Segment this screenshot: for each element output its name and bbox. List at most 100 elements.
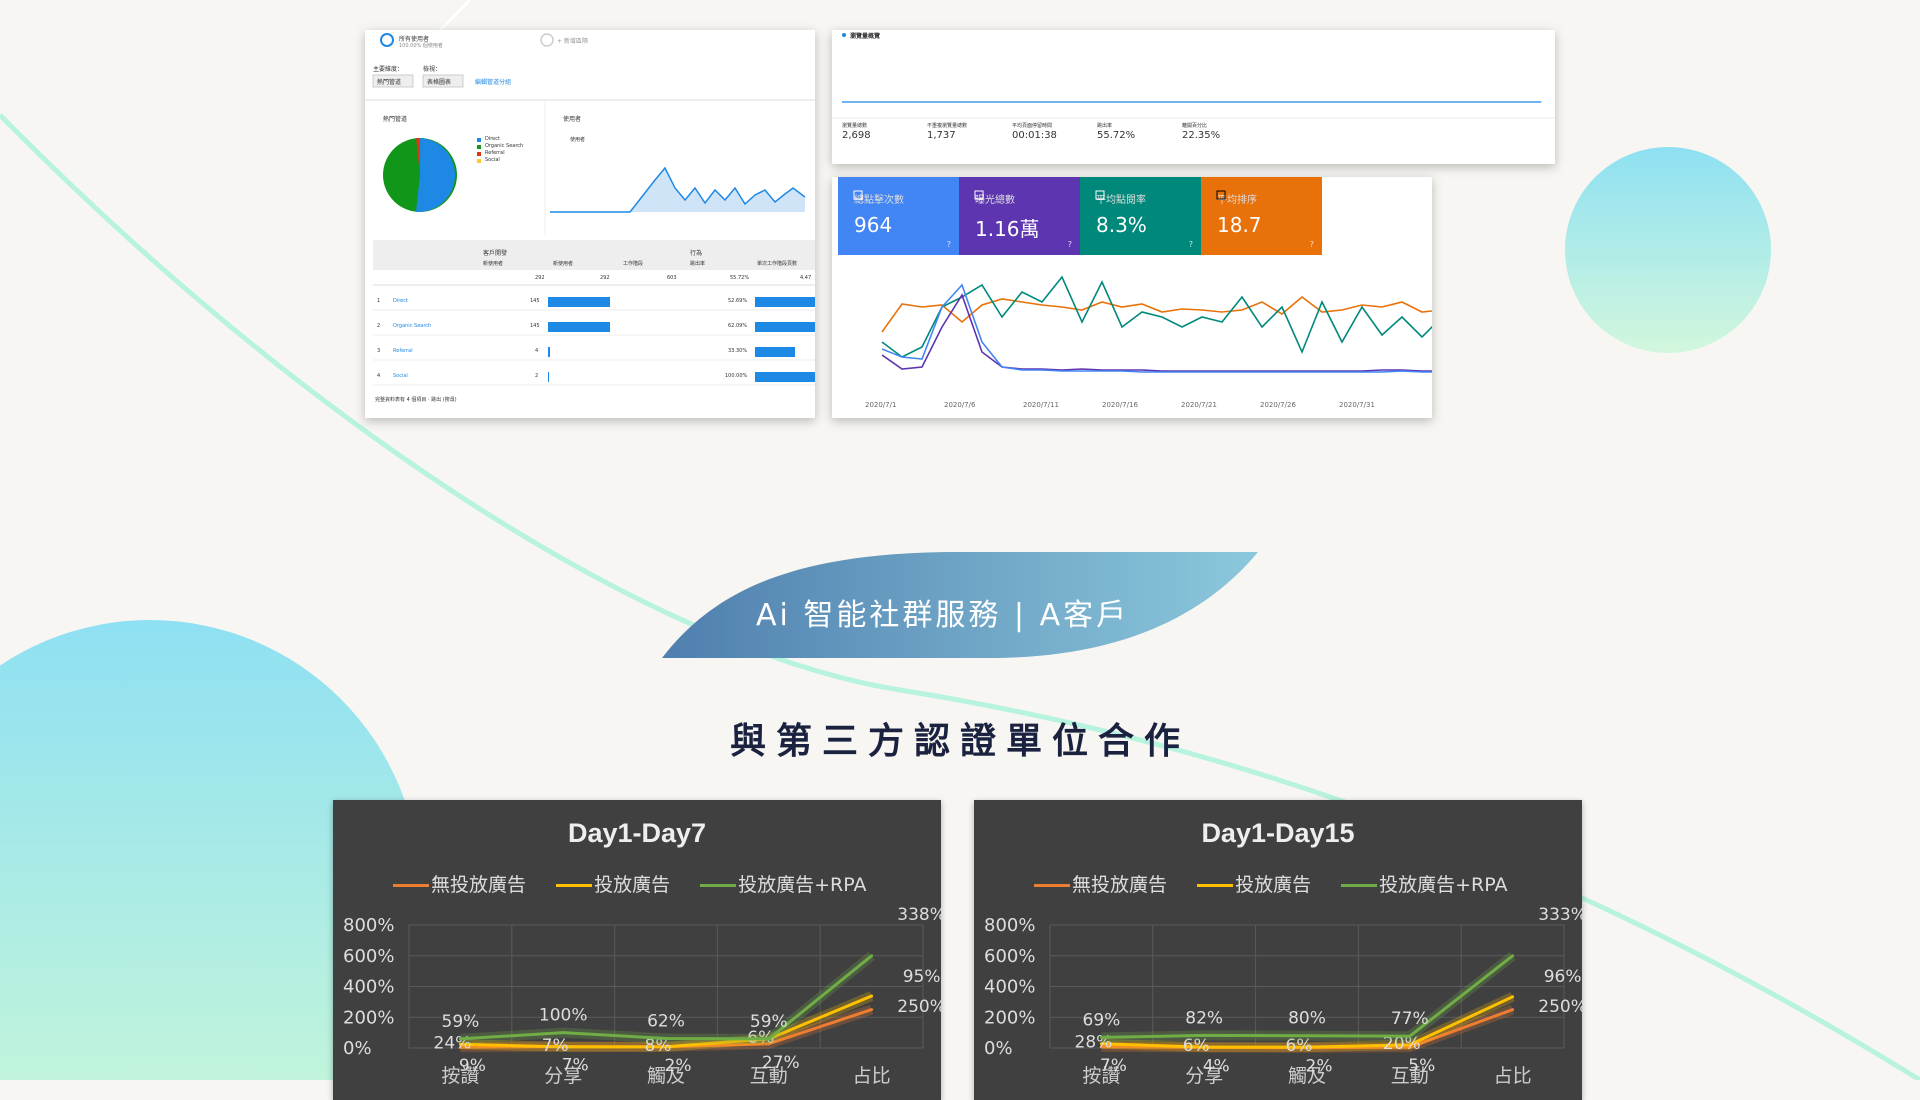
date-5: 2020/7/21	[1181, 401, 1217, 409]
chart-panel-day7: Day1-Day7 無投放廣告 投放廣告 投放廣告+RPA 800% 600% 40…	[333, 800, 941, 1100]
page-subtitle: 與第三方認證單位合作	[729, 721, 1190, 762]
kpi-ctr[interactable]: 平均點閱率 8.3% ?	[1080, 177, 1201, 255]
data-point	[1408, 1045, 1412, 1049]
row-2-num: 2	[377, 323, 381, 329]
help-icon: ?	[1067, 240, 1072, 249]
data-label: 69%	[1083, 1010, 1121, 1030]
data-label: 77%	[1391, 1009, 1429, 1029]
legend-item-ads: 投放廣告	[556, 874, 670, 896]
row-3-num: 3	[377, 348, 381, 354]
legend-social: Social	[485, 157, 500, 163]
help-icon: ?	[946, 240, 951, 249]
y-tick-label: 200%	[984, 1007, 1035, 1028]
row-4-num: 4	[377, 373, 381, 379]
analytics-screenshot: 所有使用者 100.00% 個使用者 + 新增區隔 主要維度： 熱門管道 檢視：…	[365, 30, 815, 418]
data-label: 8%	[645, 1036, 672, 1056]
line-chart-day15: 800%600%400%200%0%按讚分享觸及互動占比7%4%2%5%250%…	[984, 905, 1582, 1087]
line-series: 使用者	[570, 137, 586, 143]
col-bounce[interactable]: 跳出率	[690, 261, 706, 267]
title-banner	[662, 552, 1258, 658]
data-point	[561, 1045, 565, 1049]
data-point	[1511, 954, 1515, 958]
data-point	[664, 1045, 668, 1049]
row-2-rate: 62.09%	[728, 323, 748, 329]
legend-item-ads: 投放廣告	[1197, 874, 1311, 896]
segment-add[interactable]: + 新增區隔	[557, 38, 588, 45]
data-point	[1099, 1035, 1103, 1039]
legend-label: 投放廣告+RPA	[738, 874, 867, 896]
legend-item-ads-rpa: 投放廣告+RPA	[700, 874, 867, 896]
kpi-impressions[interactable]: 曝光總數 1.16萬 ?	[959, 177, 1080, 255]
y-tick-label: 0%	[984, 1038, 1013, 1059]
kpi-position-label: 平均排序	[1217, 195, 1257, 206]
traffic-screenshot: 瀏覽量概覽 瀏覽量總數 2,698 不重複瀏覽量總數 1,737 平均頁面停留時…	[832, 30, 1555, 164]
data-point	[1511, 995, 1515, 999]
data-point	[870, 994, 874, 998]
row-3-name[interactable]: Referral	[393, 348, 413, 354]
legend-item-no-ads: 無投放廣告	[1034, 874, 1167, 896]
data-point	[1408, 1034, 1412, 1038]
data-point	[664, 1036, 668, 1040]
sc-line-purple	[881, 293, 1432, 372]
col-pages[interactable]: 單次工作階段頁數	[757, 261, 798, 267]
filter1-dropdown[interactable]: 熱門管道	[377, 79, 402, 86]
segment-all-users[interactable]: 所有使用者	[399, 36, 430, 43]
kpi-impressions-value: 1.16萬	[975, 217, 1040, 241]
row-1-name[interactable]: Direct	[393, 298, 408, 304]
filter2-label: 檢視：	[423, 66, 442, 73]
deco-circle-right	[1565, 147, 1771, 353]
analytics-graphics	[365, 33, 815, 386]
kpi-ctr-label: 平均點閱率	[1096, 195, 1146, 206]
legend-referral: Referral	[485, 150, 505, 156]
row-2-name[interactable]: Organic Search	[393, 323, 432, 329]
row-3-rate: 33.30%	[728, 348, 748, 354]
data-point	[870, 954, 874, 958]
legend-organic: Organic Search	[485, 143, 524, 149]
chart-title: Day1-Day15	[1201, 818, 1355, 848]
data-label: 59%	[442, 1012, 480, 1032]
row-4-name[interactable]: Social	[393, 373, 408, 379]
data-label: 250%	[1538, 997, 1582, 1017]
data-label: 62%	[647, 1011, 685, 1031]
data-point	[1099, 1042, 1103, 1046]
data-point	[561, 1031, 565, 1035]
row-1-value: 145	[530, 298, 540, 304]
y-tick-label: 400%	[984, 977, 1035, 998]
stat-2-value: 1,737	[927, 130, 956, 141]
data-label: 7%	[1100, 1056, 1127, 1076]
data-label: 6%	[1286, 1036, 1313, 1056]
y-tick-label: 800%	[984, 915, 1035, 936]
table-footer: 完整資料表有 4 個項目 · 跳出 (搜尋)	[375, 397, 457, 403]
data-label: 333%	[1538, 905, 1582, 925]
stat-1-value: 2,698	[842, 130, 871, 141]
data-label: 27%	[762, 1053, 800, 1073]
total-5: 4.47	[800, 275, 812, 281]
legend-item-ads-rpa: 投放廣告+RPA	[1341, 874, 1508, 896]
data-point	[870, 1008, 874, 1012]
data-label: 250%	[897, 997, 941, 1017]
filter2-dropdown[interactable]: 表格圖表	[427, 79, 452, 86]
col-sessions[interactable]: 工作階段	[623, 261, 644, 267]
data-label: 7%	[542, 1036, 569, 1056]
help-icon: ?	[1188, 240, 1193, 249]
data-label: 2%	[1306, 1057, 1333, 1077]
date-2: 2020/7/6	[944, 401, 976, 409]
chart-panel-day15: Day1-Day15 無投放廣告 投放廣告 投放廣告+RPA 800% 600% 4…	[974, 800, 1582, 1100]
kpi-clicks[interactable]: 總點擊次數 964 ?	[838, 177, 959, 255]
data-label: 6%	[1183, 1036, 1210, 1056]
data-point	[458, 1045, 462, 1049]
chart-legend: 無投放廣告 投放廣告 投放廣告+RPA	[393, 870, 891, 897]
data-point	[767, 1042, 771, 1046]
total-3: 603	[667, 275, 677, 281]
data-label: 20%	[1383, 1034, 1421, 1054]
col-new-users-2[interactable]: 新使用者	[553, 261, 574, 267]
col-new-users[interactable]: 新使用者	[483, 261, 504, 267]
y-tick-label: 200%	[343, 1007, 394, 1028]
data-label: 2%	[665, 1056, 692, 1076]
filter-link[interactable]: 編輯管道分組	[475, 79, 512, 86]
y-tick-label: 600%	[984, 946, 1035, 967]
total-4: 55.72%	[730, 275, 750, 281]
kpi-impressions-label: 曝光總數	[975, 195, 1015, 206]
row-4-rate: 100.00%	[725, 373, 748, 379]
kpi-position[interactable]: 平均排序 18.7 ?	[1201, 177, 1322, 255]
